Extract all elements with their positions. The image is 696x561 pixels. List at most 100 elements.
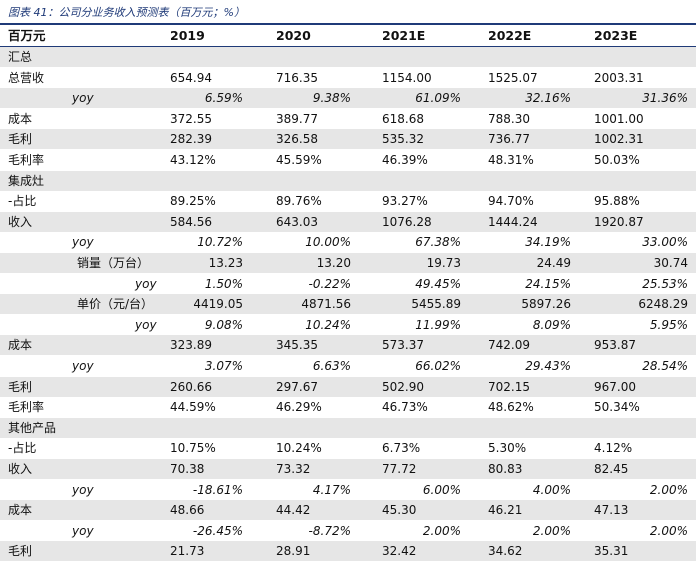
table-cell: 1444.24 (488, 214, 538, 229)
table-cell: 94.70% (488, 194, 534, 209)
table-row: 单价（元/台） 4419.05 4871.56 5455.89 5897.26 6248.… (0, 294, 696, 315)
table-cell: 1.50% (204, 276, 243, 291)
table-cell: 95.88% (594, 194, 640, 209)
table-cell: 82.45 (594, 462, 629, 476)
table-cell: 28.54% (642, 359, 688, 373)
table-cell: 48.66 (170, 503, 205, 518)
table-cell: 44.42 (276, 503, 311, 518)
table-cell: 13.23 (208, 256, 243, 270)
table-row: 收入 584.56 643.03 1076.28 1444.24 1920.87 (0, 211, 696, 232)
table-cell: 45.30 (382, 503, 417, 518)
table-row: 成本 372.55 389.77 618.68 788.30 1001.00 (0, 109, 696, 129)
table-cell: 32.42 (382, 544, 417, 559)
header-year-2023e: 2023E (594, 28, 638, 43)
table-cell: 21.73 (170, 544, 205, 559)
table-cell: 46.21 (488, 503, 523, 518)
table-cell: 70.38 (170, 462, 205, 476)
table-cell: 3.07% (204, 359, 243, 373)
table-cell: 2.00% (532, 523, 571, 538)
table-cell: 89.76% (276, 194, 322, 209)
table-cell: 29.43% (525, 359, 571, 373)
table-cell: 77.72 (382, 462, 417, 476)
table-cell: 967.00 (594, 379, 636, 394)
row-label: 毛利率 (8, 153, 45, 167)
table-row: 收入 70.38 73.32 77.72 80.83 82.45 (0, 459, 696, 479)
table-cell: 2.00% (649, 482, 688, 497)
table-cell: 50.34% (594, 400, 640, 415)
table-cell: 47.13 (594, 503, 629, 518)
table-cell: 73.32 (276, 462, 311, 476)
table-cell: 35.31 (594, 544, 629, 559)
row-label: -占比 (8, 194, 37, 209)
table-cell: 1002.31 (594, 132, 644, 147)
table-cell: 48.62% (488, 400, 534, 415)
table-row: 销量（万台） 13.23 13.20 19.73 24.49 30.74 (0, 253, 696, 273)
table-cell: 10.24% (305, 317, 351, 332)
header-year-2019: 2019 (170, 28, 205, 43)
table-row: 成本 48.66 44.42 45.30 46.21 47.13 (0, 500, 696, 521)
table-cell: 46.73% (382, 400, 428, 415)
row-label: 收入 (8, 214, 33, 229)
table-cell: 6.00% (422, 482, 461, 497)
table-cell: 10.72% (197, 235, 243, 250)
table-cell: 10.24% (276, 441, 322, 456)
table-cell: 45.59% (276, 153, 322, 167)
row-label: 集成灶 (8, 173, 45, 188)
table-cell: -18.61% (192, 482, 243, 497)
table-cell: 32.16% (525, 91, 571, 106)
table-cell: -26.45% (192, 523, 243, 538)
table-cell: -8.72% (308, 523, 351, 538)
table-cell: 372.55 (170, 111, 212, 126)
table-row: -占比 10.75% 10.24% 6.73% 5.30% 4.12% (0, 438, 696, 458)
row-label: 总营收 (8, 70, 45, 85)
table-cell: 49.45% (415, 276, 461, 291)
table-cell: 654.94 (170, 70, 212, 85)
header-label: 百万元 (8, 28, 46, 43)
table-cell: 30.74 (653, 256, 688, 270)
row-label: 毛利 (8, 379, 33, 394)
row-label: yoy (72, 482, 94, 497)
table-cell: 61.09% (415, 91, 461, 106)
section-row: 集成灶 (0, 170, 696, 191)
table-row: 成本 323.89 345.35 573.37 742.09 953.87 (0, 335, 696, 356)
table-cell: 2.00% (422, 523, 461, 538)
table-cell: 1154.00 (382, 70, 432, 85)
table-cell: 643.03 (276, 214, 318, 229)
table-cell: 24.15% (525, 276, 571, 291)
table-cell: 716.35 (276, 70, 318, 85)
header-year-2021e: 2021E (382, 28, 426, 43)
table-cell: 46.39% (382, 153, 428, 167)
header-year-2020: 2020 (276, 28, 311, 43)
table-row: -占比 89.25% 89.76% 93.27% 94.70% 95.88% (0, 191, 696, 211)
row-label: 收入 (8, 462, 33, 476)
table-header: 百万元 2019 2020 2021E 2022E 2023E (0, 23, 696, 47)
row-label: yoy (72, 91, 94, 106)
table-row: 毛利 21.73 28.91 32.42 34.62 35.31 (0, 541, 696, 561)
row-label: yoy (72, 235, 94, 250)
row-label: 汇总 (8, 50, 33, 64)
table-row: 毛利率 44.59% 46.29% 46.73% 48.62% 50.34% (0, 397, 696, 417)
table-cell: 1076.28 (382, 214, 432, 229)
table-cell: 702.15 (488, 379, 530, 394)
table-cell: 66.02% (415, 359, 461, 373)
table-cell: 11.99% (415, 317, 461, 332)
table-cell: 282.39 (170, 132, 212, 147)
table-cell: 573.37 (382, 338, 424, 353)
table-cell: 10.00% (305, 235, 351, 250)
table-cell: 34.19% (525, 235, 571, 250)
table-cell: 44.59% (170, 400, 216, 415)
table-cell: 25.53% (642, 276, 688, 291)
row-label: 成本 (8, 503, 33, 518)
table-cell: 6.73% (382, 441, 421, 456)
table-cell: 48.31% (488, 153, 534, 167)
table-cell: 326.58 (276, 132, 318, 147)
table-cell: 89.25% (170, 194, 216, 209)
table-row: yoy 9.08% 10.24% 11.99% 8.09% 5.95% (0, 315, 696, 335)
table-cell: 50.03% (594, 153, 640, 167)
table-cell: 46.29% (276, 400, 322, 415)
table-cell: 8.09% (532, 317, 571, 332)
table-cell: 4.17% (312, 482, 351, 497)
table-cell: 4.12% (594, 441, 633, 456)
table-cell: 6.63% (312, 359, 351, 373)
table-cell: 80.83 (488, 462, 523, 476)
